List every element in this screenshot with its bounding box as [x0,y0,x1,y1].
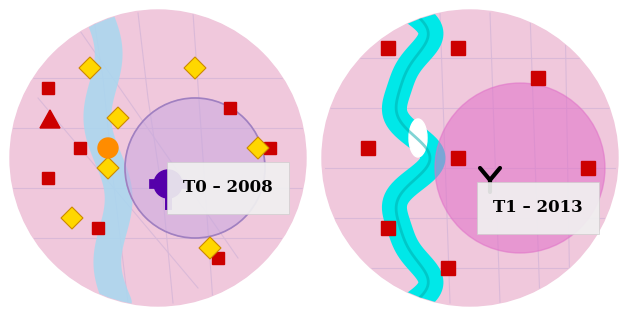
Text: T1 – 2013: T1 – 2013 [493,199,583,216]
Circle shape [98,138,118,158]
Bar [381,221,395,235]
Bar [92,222,104,234]
Polygon shape [247,137,269,159]
Ellipse shape [409,119,427,157]
Bar [451,41,465,55]
Polygon shape [199,237,221,259]
Bar [451,151,465,165]
Polygon shape [79,57,101,79]
Bar [264,142,276,154]
Bar [361,141,375,155]
Circle shape [154,170,182,198]
Polygon shape [107,107,129,129]
Circle shape [125,98,265,238]
Text: T0 – 2008: T0 – 2008 [183,179,273,197]
Bar [381,41,395,55]
Polygon shape [61,207,83,229]
FancyBboxPatch shape [477,182,599,234]
Bar [42,82,54,94]
Polygon shape [184,57,206,79]
Circle shape [10,10,306,306]
Bar [212,252,224,264]
Bar [74,142,86,154]
Circle shape [322,10,618,306]
Bar [531,71,545,85]
Bar [224,102,236,114]
Circle shape [435,83,605,253]
FancyBboxPatch shape [167,162,289,214]
Polygon shape [97,157,119,179]
Bar [441,261,455,275]
Bar [42,172,54,184]
Polygon shape [40,110,60,128]
Bar [581,161,595,175]
